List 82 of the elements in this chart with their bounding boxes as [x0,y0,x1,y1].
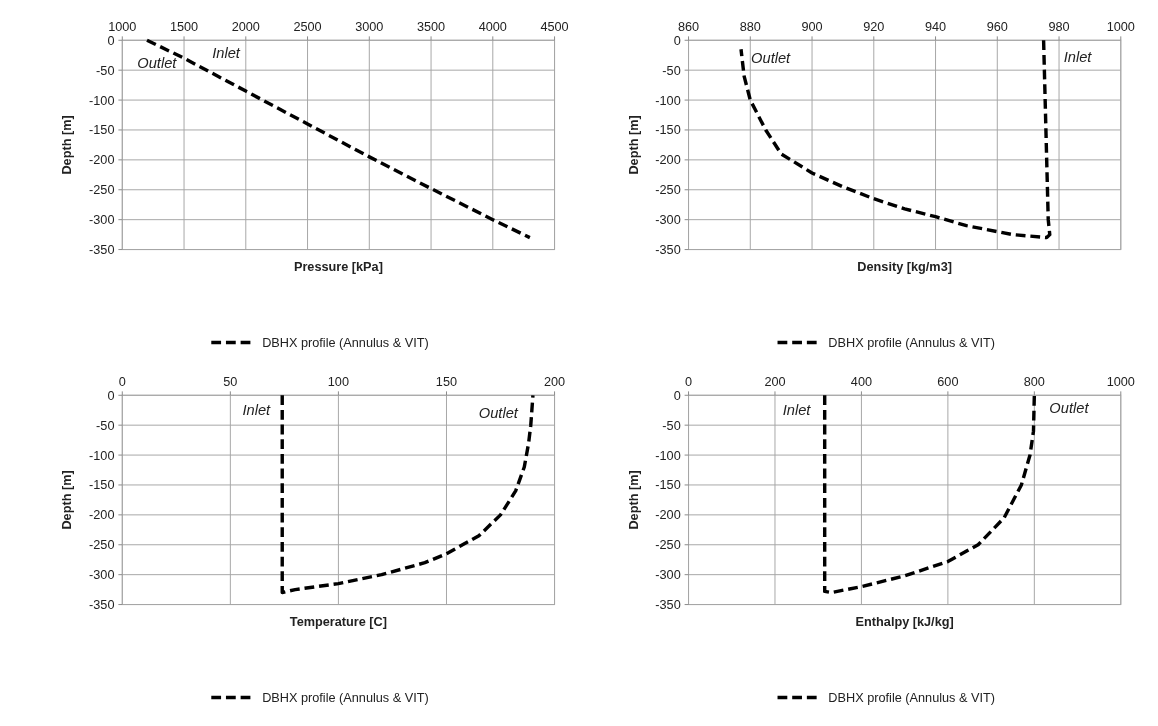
x-tick-label: 600 [937,373,959,389]
y-tick-label: -300 [89,212,115,228]
x-tick-label: 3000 [355,18,384,34]
y-tick-label: 0 [673,32,681,48]
y-tick-label: -200 [89,152,115,168]
y-tick-label: -150 [89,477,115,493]
legend-label: DBHX profile (Annulus & VIT) [828,334,996,350]
x-tick-label: 2000 [231,18,260,34]
annotation: Inlet [782,402,812,419]
x-tick-label: 4000 [478,18,507,34]
x-axis-title: Temperature [C] [289,614,388,630]
y-axis-title: Depth [m] [59,115,75,175]
x-axis-title: Density [kg/m3] [857,259,952,275]
x-tick-label: 940 [924,18,947,34]
y-tick-label: -350 [89,242,115,258]
x-tick-label: 0 [684,373,693,389]
annotation: Outlet [751,50,792,67]
y-tick-label: 0 [673,387,681,403]
legend-label: DBHX profile (Annulus & VIT) [828,689,996,705]
line-series [280,393,535,595]
x-tick-label: 860 [677,18,700,34]
y-tick-label: -50 [662,417,681,433]
y-tick-label: -350 [89,597,115,613]
x-tick-label: 960 [986,18,1008,34]
legend-label: DBHX profile (Annulus & VIT) [262,689,429,705]
y-tick-label: -100 [89,447,115,463]
y-tick-label: -50 [662,62,681,78]
x-tick-label: 2500 [293,18,322,34]
annotation: Outlet [137,55,178,72]
annotation: Inlet [242,402,272,419]
annotation: Inlet [212,44,241,61]
annotation: Outlet [1049,399,1090,416]
y-tick-label: 0 [107,387,115,403]
x-tick-label: 400 [850,373,873,389]
x-tick-label: 50 [223,373,238,389]
x-tick-label: 1000 [1106,18,1135,34]
x-tick-label: 200 [764,373,786,389]
y-tick-label: -50 [96,62,115,78]
x-tick-label: 100 [327,373,350,389]
y-tick-label: 0 [107,32,115,48]
x-tick-label: 4500 [540,18,569,34]
annotation: Outlet [478,405,519,422]
x-tick-label: 900 [801,18,823,34]
y-tick-label: -350 [655,242,681,258]
y-axis-title: Depth [m] [59,470,75,530]
line-series [822,393,1037,595]
x-tick-label: 920 [863,18,885,34]
y-tick-label: -50 [96,417,115,433]
y-tick-label: -150 [655,122,681,138]
x-tick-label: 800 [1023,373,1045,389]
y-tick-label: -100 [89,92,115,108]
y-tick-label: -250 [89,182,115,198]
y-tick-label: -250 [655,537,681,553]
y-tick-label: -200 [655,152,681,168]
x-tick-label: 3500 [416,18,446,34]
x-tick-label: 980 [1048,18,1070,34]
y-tick-label: -100 [655,92,681,108]
y-tick-label: -300 [655,212,681,228]
y-tick-label: -250 [89,537,115,553]
y-tick-label: -100 [655,447,681,463]
annotation: Inlet [1063,49,1093,66]
y-tick-label: -200 [655,507,681,523]
y-tick-label: -150 [655,477,681,493]
legend-label: DBHX profile (Annulus & VIT) [262,334,429,350]
y-tick-label: -200 [89,507,115,523]
x-tick-label: 1000 [1106,373,1135,389]
y-tick-label: -350 [655,597,681,613]
x-tick-label: 1500 [169,18,199,34]
x-axis-title: Pressure [kPa] [293,259,383,275]
x-tick-label: 200 [543,373,566,389]
y-tick-label: -150 [89,122,115,138]
y-tick-label: -300 [655,567,681,583]
x-axis-title: Enthalpy [kJ/kg] [855,614,954,630]
x-tick-label: 880 [739,18,761,34]
x-tick-label: 150 [435,373,458,389]
y-tick-label: -300 [89,567,115,583]
line-series [739,38,1052,240]
y-axis-title: Depth [m] [625,470,641,530]
x-tick-label: 1000 [108,18,137,34]
x-tick-label: 0 [118,373,126,389]
y-tick-label: -250 [655,182,681,198]
y-axis-title: Depth [m] [625,115,641,175]
